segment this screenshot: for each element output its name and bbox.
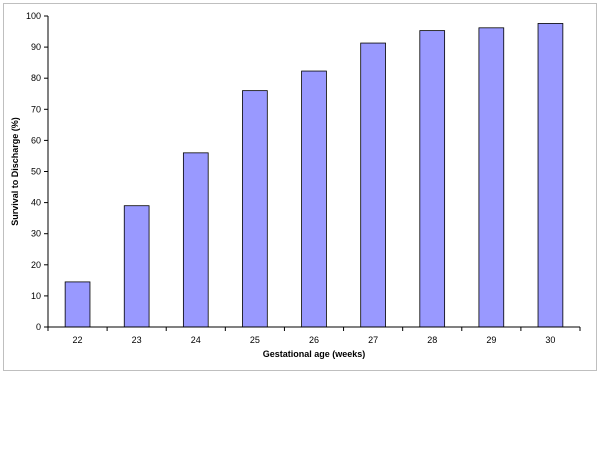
x-tick-label: 29 bbox=[486, 335, 496, 345]
y-tick-label: 90 bbox=[31, 42, 41, 52]
x-axis-ticks: 22 23 24 25 26 27 28 29 30 bbox=[47, 327, 581, 345]
bar-22 bbox=[64, 281, 91, 328]
bar-26 bbox=[301, 70, 327, 328]
x-tick-label: 24 bbox=[191, 335, 201, 345]
y-tick-label: 0 bbox=[36, 322, 41, 332]
bar-25 bbox=[242, 90, 268, 328]
y-tick-label: 100 bbox=[26, 11, 41, 21]
x-tick-label: 27 bbox=[368, 335, 378, 345]
bar-30 bbox=[537, 23, 564, 328]
x-tick-label: 26 bbox=[309, 335, 319, 345]
bar-27 bbox=[360, 42, 386, 328]
y-axis-title: Survival to Discharge (%) bbox=[10, 117, 20, 226]
bar-24 bbox=[182, 152, 209, 328]
y-tick-label: 60 bbox=[31, 135, 41, 145]
bar-28 bbox=[419, 30, 446, 328]
y-axis-ticks: 0 10 20 30 40 50 60 70 80 90 100 bbox=[26, 11, 48, 332]
y-tick-label: 40 bbox=[31, 198, 41, 208]
x-axis-title: Gestational age (weeks) bbox=[263, 349, 366, 359]
y-tick-label: 10 bbox=[31, 291, 41, 301]
y-tick-label: 50 bbox=[31, 167, 41, 177]
x-tick-label: 28 bbox=[427, 335, 437, 345]
bar-29 bbox=[478, 27, 505, 328]
y-tick-label: 70 bbox=[31, 104, 41, 114]
y-tick-label: 80 bbox=[31, 73, 41, 83]
y-tick-label: 20 bbox=[31, 260, 41, 270]
bar-23 bbox=[123, 205, 150, 328]
x-tick-label: 22 bbox=[73, 335, 83, 345]
x-tick-label: 23 bbox=[132, 335, 142, 345]
x-tick-label: 25 bbox=[250, 335, 260, 345]
bars bbox=[64, 23, 564, 328]
y-tick-label: 30 bbox=[31, 229, 41, 239]
x-tick-label: 30 bbox=[545, 335, 555, 345]
